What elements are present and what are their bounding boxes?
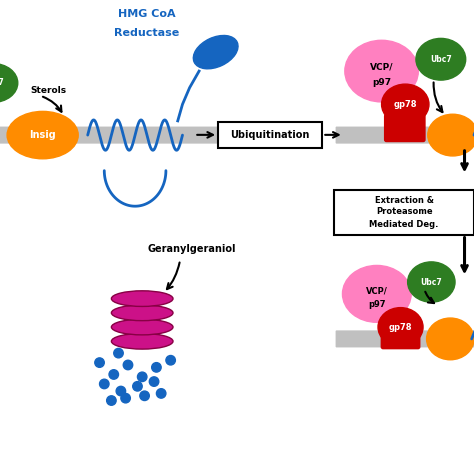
Text: Ubc7: Ubc7 [430,55,452,64]
Text: Ubc7: Ubc7 [420,278,442,286]
Ellipse shape [382,84,429,124]
Circle shape [114,348,123,358]
Text: Insig: Insig [29,130,56,140]
Circle shape [137,372,147,382]
Text: p97: p97 [372,79,391,87]
Text: VCP/: VCP/ [366,286,388,295]
Circle shape [121,393,130,403]
Ellipse shape [428,114,474,156]
Text: Extraction &: Extraction & [374,196,434,204]
FancyBboxPatch shape [336,330,474,347]
Ellipse shape [342,265,411,322]
Text: gp78: gp78 [389,323,412,331]
Circle shape [133,382,142,391]
Ellipse shape [416,38,466,80]
Ellipse shape [378,308,423,346]
FancyBboxPatch shape [0,127,257,144]
Circle shape [149,377,159,386]
Ellipse shape [111,319,173,335]
FancyBboxPatch shape [218,122,322,148]
FancyBboxPatch shape [334,190,474,235]
Circle shape [166,356,175,365]
Circle shape [109,370,118,379]
Ellipse shape [111,334,173,349]
Circle shape [140,391,149,401]
Circle shape [107,396,116,405]
Ellipse shape [111,305,173,320]
Text: Mediated Deg.: Mediated Deg. [369,220,439,228]
FancyBboxPatch shape [381,323,420,349]
Text: Ubiquitination: Ubiquitination [230,130,310,140]
Circle shape [123,360,133,370]
Text: Reductase: Reductase [114,28,180,38]
Ellipse shape [427,318,474,360]
Ellipse shape [408,262,455,302]
Ellipse shape [7,111,78,159]
Text: gp78: gp78 [393,100,417,109]
FancyBboxPatch shape [336,127,474,144]
Ellipse shape [0,64,18,102]
Ellipse shape [111,291,173,306]
Circle shape [152,363,161,372]
Circle shape [95,358,104,367]
Ellipse shape [193,36,238,69]
Text: VCP/: VCP/ [370,63,393,72]
FancyBboxPatch shape [384,114,426,142]
Circle shape [116,386,126,396]
Text: p97: p97 [368,301,385,309]
Circle shape [100,379,109,389]
Text: Geranylgeraniol: Geranylgeraniol [148,244,236,254]
Ellipse shape [345,40,419,102]
Text: Proteasome: Proteasome [376,208,432,216]
Text: HMG CoA: HMG CoA [118,9,176,19]
Circle shape [156,389,166,398]
Text: Sterols: Sterols [31,86,67,95]
Text: Ubc7: Ubc7 [0,79,4,87]
